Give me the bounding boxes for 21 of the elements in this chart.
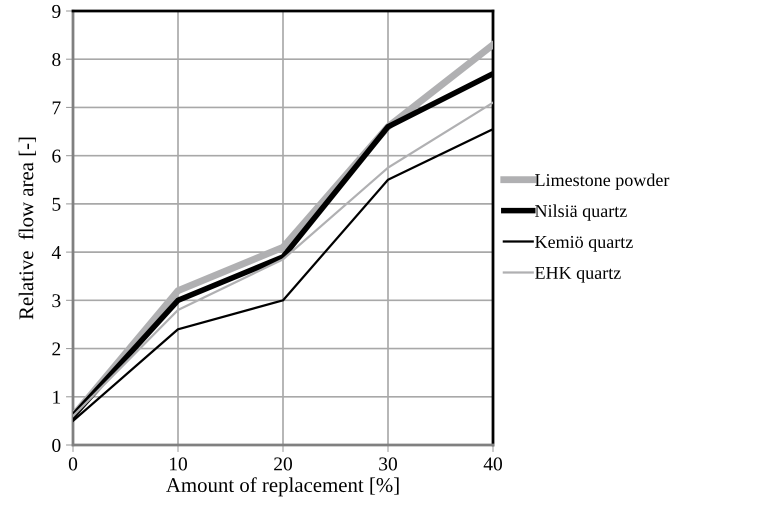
y-axis-title: Relative flow area [-] (18, 138, 36, 320)
x-tick-label: 40 (484, 457, 502, 470)
y-tick-label: 1 (53, 390, 60, 404)
y-tick-label: 6 (52, 150, 61, 163)
y-tick-label: 0 (52, 438, 60, 452)
y-tick-label: 7 (52, 101, 61, 114)
x-tick-label: 0 (68, 457, 78, 470)
y-tick-label: 8 (52, 53, 60, 66)
legend-label: Nilsiä quartz (535, 204, 627, 221)
legend-label: Kemiö quartz (535, 236, 633, 252)
x-tick-label: 30 (379, 457, 397, 470)
y-tick-label: 3 (52, 294, 60, 308)
x-axis-title: Amount of replacement [%] (166, 477, 399, 496)
x-tick-label: 10 (170, 457, 187, 470)
y-tick-label: 5 (52, 198, 60, 211)
y-tick-label: 4 (52, 246, 61, 259)
y-tick-label: 2 (52, 342, 60, 356)
y-tick-label: 9 (52, 4, 60, 18)
legend-label: Limestone powder (535, 173, 670, 190)
x-tick-label: 20 (274, 457, 292, 470)
legend-label: EHK quartz (535, 266, 621, 283)
